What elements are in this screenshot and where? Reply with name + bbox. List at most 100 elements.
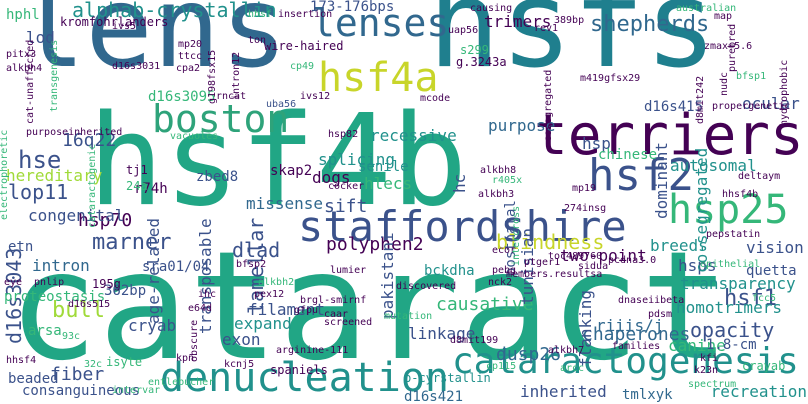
cloud-word: kromfohrlanders [60,15,169,29]
cloud-word: hsf1 [724,286,777,311]
cloud-word: alkbh2 [258,277,295,288]
cloud-word: electrophoretic [0,130,10,221]
cloud-word: kcnj5 [224,359,255,370]
cloud-word: ivs12 [300,91,331,102]
cloud-word: s299 [460,43,489,57]
cloud-word: sidua [578,261,609,272]
cloud-word: bckdha [424,263,475,279]
cloud-word: cpa2 [176,63,201,74]
cloud-word: 389bp [554,15,585,26]
cloud-word: lens [18,0,288,93]
cloud-word: pitx3 [6,49,37,60]
cloud-word: cocker [328,181,365,192]
cloud-word: map [714,11,733,22]
cloud-word: families [612,341,661,352]
cloud-word: 24a [126,179,148,193]
cloud-word: filament [248,300,326,319]
cloud-word: hsps [678,256,717,275]
cloud-word: inherited [520,382,607,401]
cloud-word: linkage [408,324,476,343]
cloud-word: arcc [560,363,585,374]
cloud-word: quetta [746,263,797,279]
cloud-word: sift [324,196,368,217]
cloud-word: purposeinherited [26,127,123,138]
cloud-word: d8mit199 [450,335,499,346]
cloud-word: d16s415 [644,99,704,115]
cloud-word: congenital [28,206,125,225]
cloud-word: exon [222,330,261,349]
cloud-word: d16s421 [404,389,464,404]
cloud-word: skap2 [270,163,313,179]
cloud-word: discovered [396,281,457,292]
cloud-word: lod [26,28,55,47]
cloud-word: wire-haired [264,39,344,53]
cloud-word: 195g [92,277,121,291]
cloud-word: ptger1 [524,257,561,268]
cloud-word: vision [746,238,804,257]
cloud-word: lop11 [8,180,69,204]
cloud-word: bfsp2 [236,259,267,270]
cloud-word: purebred [727,24,738,73]
cloud-word: alkbh4 [6,63,43,74]
cloud-word: eye [4,277,23,288]
cloud-word: nck2 [488,277,513,288]
cloud-word: isyte [106,355,143,369]
cloud-word: intron [32,256,90,275]
cloud-word: entlebucher [148,377,215,388]
cloud-word: insertion [278,9,333,20]
cloud-word: hsp70 [78,210,133,231]
cloud-word: mcode [420,93,451,104]
cloud-word: caar [324,309,349,320]
cloud-word: hhsf4 [6,355,37,366]
cloud-word: obscure [189,320,200,363]
cloud-word: ihc [198,289,217,300]
cloud-word: chaperones [582,324,691,345]
cloud-word: crayab [742,359,786,373]
cloud-word: kfi [700,353,719,364]
cloud-word: d16s3031 [112,61,161,72]
cloud-word: marner [92,230,172,255]
cloud-word: hphl [6,7,40,23]
cloud-word: dominant [652,142,671,220]
cloud-word: arsa [28,323,62,339]
cloud-word: 362bp [104,283,147,299]
cloud-word: arginine-111 [276,345,349,356]
cloud-word: m419gfsx29 [580,73,641,84]
cloud-word: mp19 [572,183,597,194]
cloud-word: age-related [144,218,163,324]
cloud-word: blindness [496,230,605,254]
cloud-word: d16s515 [68,299,111,310]
cloud-word: hereditary [6,166,103,185]
cloud-word: e64d [188,303,213,314]
cloud-word: cataract [8,220,731,394]
cloud-word: fiber [50,364,105,385]
cloud-word: cp49 [290,61,315,72]
cloud-word: boston [152,97,290,141]
cloud-word: dnaseiibeta [618,295,685,306]
cloud-word: missense [246,194,324,213]
cloud-word: causing [470,3,513,14]
cloud-word: g198fsx15 [207,50,218,105]
cloud-word: pakistani [378,232,397,319]
cloud-word: lenses [312,1,450,45]
cloud-word: ecor [492,245,517,256]
cloud-word: cp115 [486,361,517,372]
cloud-word: shepherds [590,12,710,37]
cloud-word: cosegregated [543,70,554,143]
cloud-word: australian [676,3,737,14]
cloud-word: cataractogenic [87,144,98,229]
cloud-word: pex12 [254,289,285,300]
cloud-word: spectrum [688,379,737,390]
cloud-word: trimers [484,12,552,31]
cloud-word: hsp25 [668,187,789,233]
cloud-word: ocular [742,94,800,113]
cloud-word: members.resultsa [506,269,603,280]
cloud-word: hsf4a [318,55,439,101]
cloud-word: hsfs [428,0,717,95]
cloud-word: tmlxyk [622,387,673,403]
cloud-word: dogs [312,168,351,187]
cloud-word: uap56 [448,25,479,36]
cloud-word: r74h [134,181,168,197]
cloud-word: hse [18,146,62,174]
